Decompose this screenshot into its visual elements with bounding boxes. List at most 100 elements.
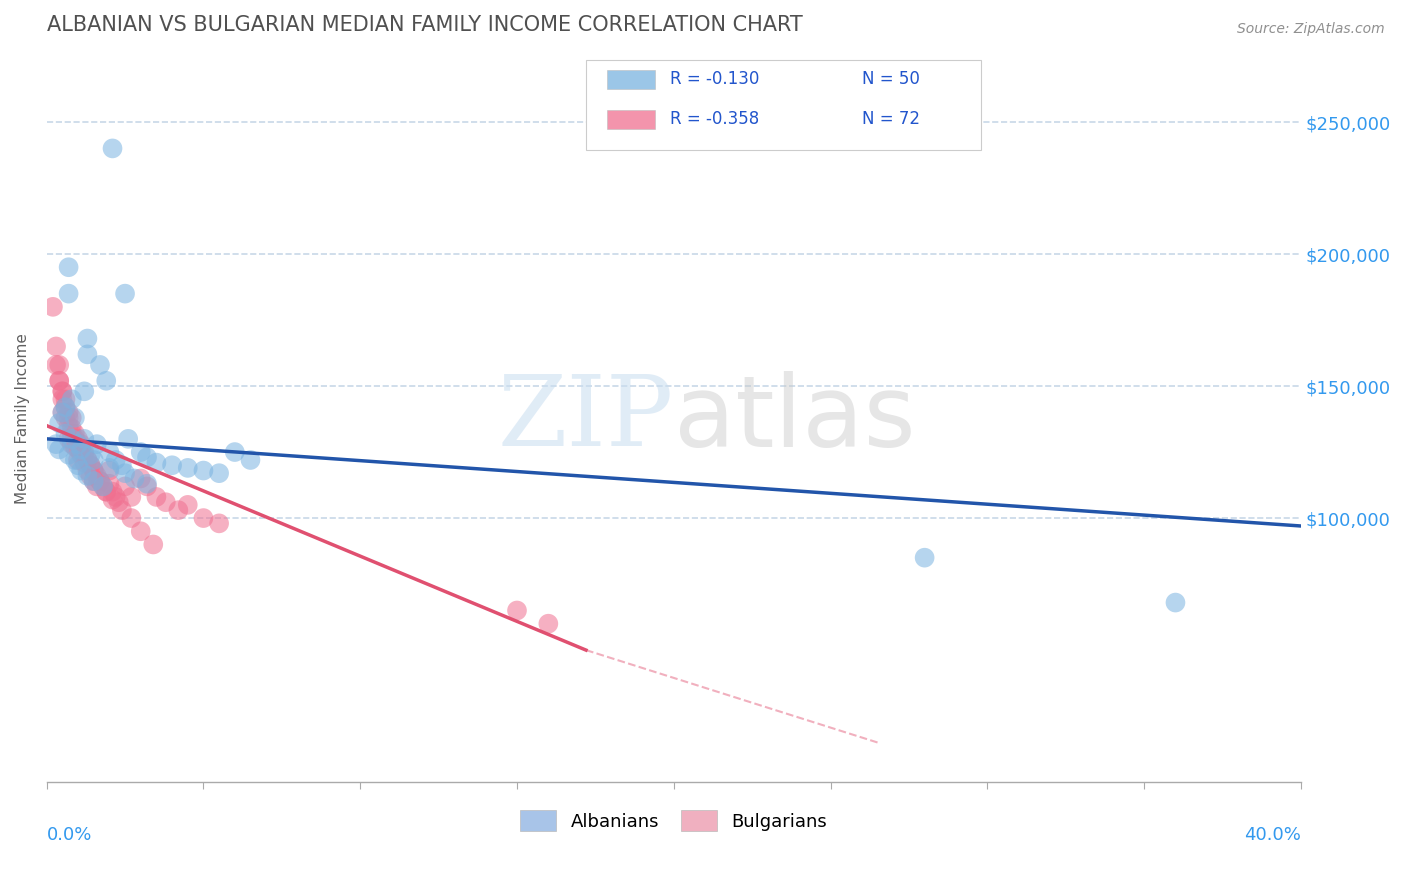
Point [51, 405, 73, 419]
Point [96, 484, 118, 499]
Point [160, 458, 183, 473]
Point [60, 421, 83, 435]
Bar [607, 110, 655, 128]
Point [58, 260, 80, 275]
Point [98, 461, 121, 475]
Point [66, 432, 89, 446]
Point [193, 511, 215, 525]
Point [96, 374, 118, 388]
Point [167, 503, 190, 517]
Point [76, 453, 98, 467]
Point [51, 384, 73, 399]
Point [60, 437, 83, 451]
Point [104, 453, 127, 467]
Point [48, 416, 70, 430]
Point [129, 471, 152, 485]
Point [101, 492, 124, 507]
Text: 40.0%: 40.0% [1244, 826, 1301, 844]
Text: atlas: atlas [673, 370, 915, 467]
Point [58, 410, 80, 425]
Point [60, 392, 83, 407]
Point [76, 464, 98, 478]
Point [55, 426, 77, 441]
Point [208, 466, 231, 480]
Point [96, 484, 118, 499]
Legend: Albanians, Bulgarians: Albanians, Bulgarians [513, 803, 835, 838]
Y-axis label: Median Family Income: Median Family Income [15, 334, 30, 505]
Point [177, 498, 200, 512]
Point [98, 476, 121, 491]
Point [51, 392, 73, 407]
Point [117, 432, 139, 446]
Point [89, 358, 111, 372]
Text: R = -0.130: R = -0.130 [671, 70, 759, 88]
Point [51, 405, 73, 419]
Point [86, 479, 108, 493]
Point [101, 484, 124, 499]
Point [1164, 596, 1187, 610]
Point [76, 453, 98, 467]
Point [177, 461, 200, 475]
Point [66, 437, 89, 451]
Point [145, 490, 167, 504]
Point [114, 466, 136, 480]
Point [111, 503, 134, 517]
Point [104, 490, 127, 504]
Point [83, 464, 105, 478]
Point [91, 479, 114, 493]
Point [101, 141, 124, 155]
Point [60, 426, 83, 441]
Point [58, 405, 80, 419]
Point [73, 384, 96, 399]
Point [86, 468, 108, 483]
Point [208, 516, 231, 531]
Point [98, 464, 121, 478]
Point [48, 374, 70, 388]
Point [89, 474, 111, 488]
Point [129, 445, 152, 459]
Point [79, 448, 101, 462]
Point [48, 442, 70, 457]
Point [98, 445, 121, 459]
Point [48, 358, 70, 372]
Point [73, 432, 96, 446]
Point [45, 437, 67, 451]
Text: ZIP: ZIP [498, 371, 673, 467]
Text: N = 72: N = 72 [862, 111, 920, 128]
Point [55, 392, 77, 407]
Point [55, 400, 77, 414]
Point [89, 474, 111, 488]
Text: 0.0%: 0.0% [46, 826, 91, 844]
Point [70, 442, 93, 457]
Point [914, 550, 936, 565]
Point [136, 450, 159, 465]
Point [66, 458, 89, 473]
Point [129, 524, 152, 539]
Point [70, 464, 93, 478]
Point [83, 474, 105, 488]
Point [48, 374, 70, 388]
Text: Source: ZipAtlas.com: Source: ZipAtlas.com [1237, 22, 1385, 37]
Point [136, 479, 159, 493]
Point [60, 432, 83, 446]
Point [86, 437, 108, 451]
Point [120, 490, 142, 504]
Point [70, 437, 93, 451]
Point [537, 616, 560, 631]
Point [60, 410, 83, 425]
Point [55, 400, 77, 414]
Point [63, 440, 86, 454]
Point [51, 384, 73, 399]
Point [111, 458, 134, 473]
Point [45, 358, 67, 372]
Point [66, 453, 89, 467]
Point [124, 471, 146, 485]
Text: R = -0.358: R = -0.358 [671, 111, 759, 128]
Point [73, 448, 96, 462]
Point [155, 495, 177, 509]
Point [45, 339, 67, 353]
Point [73, 456, 96, 470]
Point [506, 603, 529, 617]
Point [145, 456, 167, 470]
Point [114, 286, 136, 301]
